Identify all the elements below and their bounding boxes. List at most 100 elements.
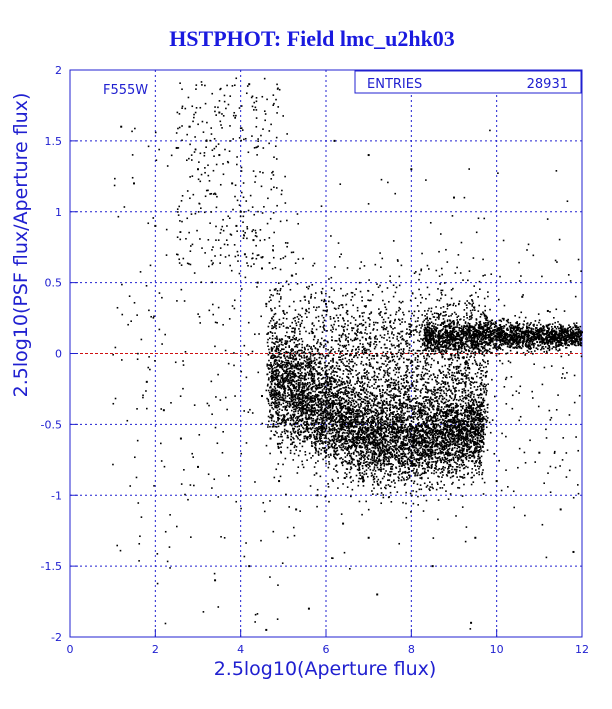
data-point	[341, 462, 343, 465]
data-point	[333, 401, 335, 404]
data-point	[350, 456, 353, 459]
data-point	[444, 401, 447, 403]
data-point	[313, 412, 316, 414]
data-point	[348, 439, 350, 441]
data-point	[428, 436, 430, 439]
data-point	[436, 446, 439, 448]
data-point	[358, 460, 360, 462]
data-point	[412, 444, 415, 447]
data-point	[304, 389, 307, 392]
data-point	[283, 363, 285, 366]
data-point	[436, 407, 439, 409]
data-point	[332, 420, 335, 423]
data-point	[480, 403, 483, 406]
data-point	[296, 346, 299, 348]
data-point	[433, 433, 435, 436]
data-point	[352, 439, 355, 442]
data-point	[308, 418, 311, 420]
data-point	[404, 462, 407, 465]
data-point	[347, 421, 349, 424]
data-point	[400, 378, 403, 380]
data-point	[305, 415, 307, 417]
data-point	[277, 349, 280, 352]
data-point	[463, 375, 466, 377]
data-point	[312, 426, 314, 429]
data-point	[451, 427, 454, 430]
data-point	[346, 365, 349, 367]
data-point	[479, 420, 481, 423]
data-point	[303, 377, 306, 379]
data-point	[343, 344, 346, 347]
data-point	[320, 405, 323, 407]
data-point	[442, 474, 444, 476]
data-point	[351, 459, 354, 461]
data-point	[372, 478, 375, 481]
data-point	[436, 399, 438, 402]
data-point	[405, 444, 407, 447]
data-point	[275, 368, 278, 371]
data-point	[458, 438, 461, 441]
data-point	[422, 510, 425, 512]
data-point	[378, 439, 380, 441]
data-point	[472, 418, 474, 420]
data-point	[348, 452, 350, 455]
data-point	[441, 431, 443, 433]
data-point	[306, 428, 309, 431]
data-point	[283, 399, 286, 402]
data-point	[297, 368, 299, 371]
data-point	[400, 442, 402, 445]
data-point	[390, 463, 393, 465]
data-point	[406, 435, 409, 438]
data-point	[299, 404, 302, 407]
data-point	[412, 490, 414, 492]
data-point	[351, 458, 354, 460]
data-point	[332, 396, 335, 398]
data-point	[387, 473, 389, 475]
data-point	[399, 462, 402, 465]
data-point	[447, 419, 449, 422]
data-point	[406, 427, 408, 429]
data-point	[273, 354, 275, 357]
data-point	[464, 420, 466, 422]
data-point	[328, 378, 331, 380]
data-point	[295, 366, 298, 369]
data-point	[339, 457, 341, 460]
data-point	[458, 432, 460, 434]
data-point	[469, 410, 472, 413]
data-point	[361, 384, 364, 387]
data-point	[425, 417, 427, 420]
data-point	[276, 385, 279, 388]
data-point	[304, 453, 307, 456]
data-point	[308, 452, 311, 455]
data-point	[370, 432, 373, 435]
data-point	[328, 414, 330, 416]
data-point	[279, 366, 281, 369]
data-point	[322, 417, 324, 420]
data-point	[376, 461, 378, 464]
data-point	[352, 479, 354, 482]
data-point	[374, 463, 376, 466]
data-point	[342, 420, 344, 422]
data-point	[332, 369, 335, 372]
data-point	[477, 409, 480, 412]
data-point	[467, 402, 470, 404]
data-point	[392, 438, 394, 441]
data-point	[336, 454, 339, 456]
data-point	[321, 420, 323, 423]
data-point	[420, 425, 423, 428]
data-point	[481, 439, 483, 441]
data-point	[347, 418, 350, 421]
data-point	[427, 419, 429, 421]
data-point	[424, 450, 427, 453]
data-point	[284, 392, 286, 395]
data-point	[419, 477, 422, 479]
data-point	[430, 441, 432, 444]
data-point	[331, 407, 334, 410]
data-point	[457, 443, 459, 445]
data-point	[304, 395, 307, 398]
data-point	[287, 386, 289, 388]
data-point	[345, 448, 348, 450]
data-point	[355, 442, 358, 445]
data-point	[303, 431, 305, 433]
data-point	[330, 377, 333, 379]
